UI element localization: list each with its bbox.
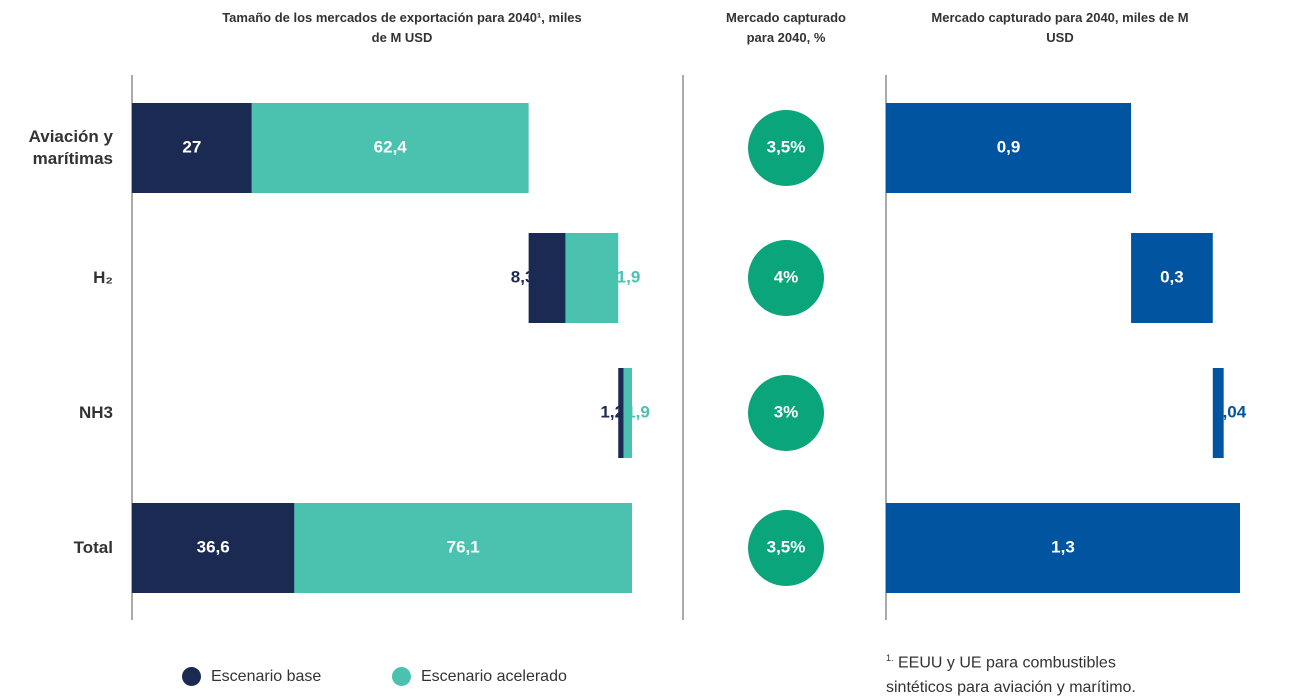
data-label: 3,5%	[767, 537, 806, 556]
data-label: 27	[182, 137, 201, 156]
category-label: Aviación y marítimas	[28, 127, 113, 168]
legend-label: Escenario base	[211, 667, 322, 685]
data-label: 1,2	[600, 402, 624, 421]
panel-title: Mercado capturado para 2040, %	[726, 10, 846, 45]
percent-circle	[748, 240, 824, 316]
bar	[565, 233, 619, 323]
data-label: 8,3	[511, 267, 535, 286]
data-label: 3%	[774, 402, 799, 421]
footnote-marker: 1.	[886, 653, 894, 663]
bar	[1212, 368, 1224, 458]
legend-item: Escenario base	[182, 667, 321, 686]
bar	[132, 503, 295, 593]
data-label: 4%	[774, 267, 799, 286]
bar	[1131, 233, 1213, 323]
bar	[886, 503, 1240, 593]
bar	[132, 103, 252, 193]
legend-item: Escenario acelerado	[392, 667, 567, 686]
data-label: 11,9	[608, 267, 640, 286]
data-label: 3,5%	[767, 137, 806, 156]
percent-circle	[748, 375, 824, 451]
bar	[886, 103, 1132, 193]
data-label: 0,9	[997, 137, 1021, 156]
bar	[294, 503, 632, 593]
footnote-text: EEUU y UE para combustibles sintéticos p…	[886, 654, 1136, 697]
data-label: 36,6	[197, 537, 230, 556]
bar	[528, 233, 566, 323]
bar	[251, 103, 529, 193]
percent-circle	[748, 110, 824, 186]
legend-label: Escenario acelerado	[421, 667, 567, 685]
category-label: H₂	[93, 268, 113, 287]
data-label: 62,4	[374, 137, 408, 156]
data-label: 1,9	[626, 402, 650, 421]
data-label: 1,3	[1051, 537, 1075, 556]
category-label: Total	[73, 538, 113, 557]
bar	[618, 368, 624, 458]
bar	[623, 368, 632, 458]
data-label: 0,3	[1160, 267, 1184, 286]
data-label: 0,04	[1213, 402, 1247, 421]
footnote: 1. EEUU y UE para combustibles sintético…	[886, 646, 1186, 700]
panel-title: Mercado capturado para 2040, miles de M …	[931, 10, 1189, 45]
legend-swatch	[392, 667, 411, 686]
data-label: 76,1	[447, 537, 480, 556]
panel-title: Tamaño de los mercados de exportación pa…	[222, 10, 582, 45]
category-label: NH3	[78, 403, 113, 422]
legend-swatch	[182, 667, 201, 686]
percent-circle	[748, 510, 824, 586]
